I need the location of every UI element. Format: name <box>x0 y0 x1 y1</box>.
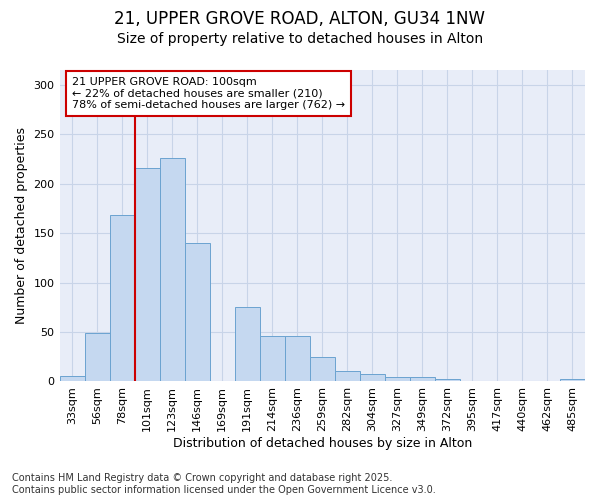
Bar <box>110 216 134 382</box>
Bar <box>310 356 335 382</box>
Bar <box>160 158 185 382</box>
Bar <box>85 333 110 382</box>
Bar <box>560 380 585 382</box>
Bar <box>435 380 460 382</box>
Bar <box>59 376 85 382</box>
Bar <box>260 336 285 382</box>
Bar <box>335 370 360 382</box>
Bar <box>185 243 209 382</box>
Text: Contains HM Land Registry data © Crown copyright and database right 2025.
Contai: Contains HM Land Registry data © Crown c… <box>12 474 436 495</box>
Bar <box>235 308 260 382</box>
Y-axis label: Number of detached properties: Number of detached properties <box>15 127 28 324</box>
Text: 21 UPPER GROVE ROAD: 100sqm
← 22% of detached houses are smaller (210)
78% of se: 21 UPPER GROVE ROAD: 100sqm ← 22% of det… <box>72 77 345 110</box>
Text: Size of property relative to detached houses in Alton: Size of property relative to detached ho… <box>117 32 483 46</box>
X-axis label: Distribution of detached houses by size in Alton: Distribution of detached houses by size … <box>173 437 472 450</box>
Bar <box>134 168 160 382</box>
Text: 21, UPPER GROVE ROAD, ALTON, GU34 1NW: 21, UPPER GROVE ROAD, ALTON, GU34 1NW <box>115 10 485 28</box>
Bar <box>285 336 310 382</box>
Bar <box>385 376 410 382</box>
Bar <box>360 374 385 382</box>
Bar <box>410 376 435 382</box>
